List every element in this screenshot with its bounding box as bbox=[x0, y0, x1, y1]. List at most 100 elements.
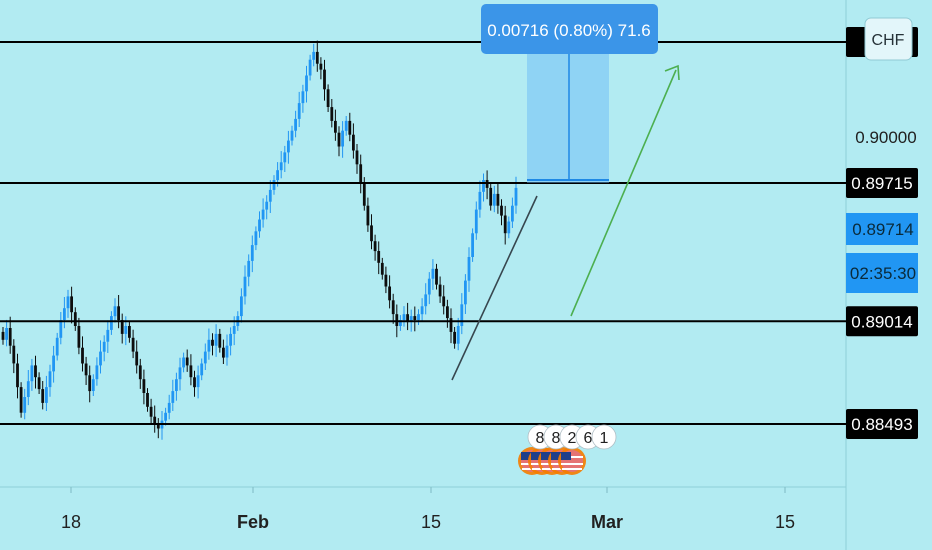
y-tick-label: 0.90000 bbox=[855, 128, 916, 147]
level-price-tag bbox=[846, 168, 918, 198]
candle-body bbox=[12, 345, 16, 364]
candle-body bbox=[156, 424, 160, 429]
candle-body bbox=[511, 205, 514, 222]
candle-body bbox=[334, 120, 337, 133]
candle-body bbox=[232, 326, 236, 334]
candle-body bbox=[63, 308, 66, 320]
x-tick-label: Mar bbox=[591, 512, 623, 532]
candle-body bbox=[254, 231, 258, 246]
candle-body bbox=[507, 221, 511, 234]
candle-body bbox=[380, 262, 384, 275]
candle-body bbox=[446, 306, 449, 319]
candle-body bbox=[8, 328, 12, 346]
candle-body bbox=[377, 251, 381, 263]
candle-body bbox=[337, 132, 341, 147]
candle-body bbox=[77, 326, 81, 348]
candle-body bbox=[222, 347, 225, 358]
candle-body bbox=[106, 329, 110, 342]
candle-body bbox=[344, 120, 348, 131]
event-count-label: 8 bbox=[552, 430, 561, 447]
candle-body bbox=[388, 286, 391, 301]
flag-canton bbox=[531, 452, 541, 460]
candle-body bbox=[149, 406, 153, 417]
candle-body bbox=[456, 326, 460, 344]
candle-body bbox=[135, 351, 139, 366]
candle-body bbox=[290, 130, 294, 141]
candle-body bbox=[99, 351, 102, 366]
level-price-label: 0.88493 bbox=[851, 415, 912, 434]
candle-body bbox=[193, 377, 196, 388]
event-count-badge[interactable] bbox=[591, 424, 617, 450]
level-price-label: 0.89715 bbox=[851, 174, 912, 193]
candle-body bbox=[471, 233, 474, 257]
candle-body bbox=[355, 150, 359, 165]
candle-body bbox=[59, 320, 63, 338]
candle-body bbox=[171, 391, 175, 403]
candle-body bbox=[225, 345, 229, 358]
candle-body bbox=[34, 365, 37, 378]
candle-body bbox=[26, 381, 30, 397]
candle-body bbox=[496, 193, 500, 206]
candle-body bbox=[95, 365, 99, 380]
candle-body bbox=[196, 375, 200, 388]
candle-body bbox=[164, 412, 167, 421]
candle-body bbox=[460, 304, 464, 326]
measure-box[interactable] bbox=[527, 42, 609, 183]
candle-body bbox=[352, 134, 355, 151]
candle-body bbox=[359, 164, 363, 182]
event-flag-marker[interactable] bbox=[558, 447, 586, 475]
candle-body bbox=[16, 363, 19, 388]
candle-body bbox=[138, 365, 142, 380]
candle-body bbox=[113, 306, 117, 317]
candle-body bbox=[110, 316, 113, 330]
candle-body bbox=[175, 379, 178, 391]
candle-body bbox=[417, 314, 420, 321]
candle-body bbox=[366, 205, 370, 226]
candle-body bbox=[500, 205, 503, 216]
candle-body bbox=[489, 187, 493, 206]
candle-body bbox=[409, 316, 413, 322]
candle-body bbox=[45, 387, 48, 403]
candle-body bbox=[503, 215, 507, 234]
level-price-label: 0.89014 bbox=[851, 312, 912, 331]
symbol-badge-label: CHF bbox=[872, 32, 905, 49]
measure-tooltip[interactable] bbox=[481, 4, 658, 54]
current-price-tag bbox=[846, 213, 918, 245]
candle-body bbox=[55, 337, 59, 356]
candle-body bbox=[301, 91, 305, 104]
candle-body bbox=[70, 296, 73, 313]
candle-body bbox=[413, 316, 417, 320]
trendline[interactable] bbox=[451, 195, 538, 381]
candle-body bbox=[41, 389, 45, 403]
candle-body bbox=[200, 363, 204, 376]
candle-body bbox=[478, 191, 482, 210]
candle-body bbox=[315, 51, 319, 64]
flag-canton bbox=[541, 452, 551, 460]
candle-body bbox=[88, 375, 92, 392]
projection-arrow[interactable] bbox=[570, 69, 677, 317]
candle-body bbox=[167, 402, 171, 413]
candle-body bbox=[203, 351, 207, 364]
candle-body bbox=[402, 314, 406, 321]
candle-body bbox=[312, 51, 316, 60]
candle-body bbox=[348, 120, 352, 135]
candle-body bbox=[229, 333, 232, 346]
candle-body bbox=[247, 260, 251, 277]
candle-body bbox=[514, 187, 518, 206]
flag-canton bbox=[551, 452, 561, 460]
candle-body bbox=[268, 189, 272, 202]
candle-body bbox=[431, 268, 435, 279]
candle-body bbox=[276, 170, 279, 181]
candle-body bbox=[84, 363, 88, 376]
x-tick-label: Feb bbox=[237, 512, 269, 532]
drawings-group: 0.00716 (0.80%) 71.6 bbox=[451, 4, 680, 381]
symbol-badge[interactable] bbox=[864, 17, 913, 61]
candle-body bbox=[265, 201, 269, 210]
candle-body bbox=[464, 280, 467, 305]
x-tick-label: 18 bbox=[61, 512, 81, 532]
candle-body bbox=[449, 318, 453, 332]
candle-body bbox=[5, 328, 8, 340]
